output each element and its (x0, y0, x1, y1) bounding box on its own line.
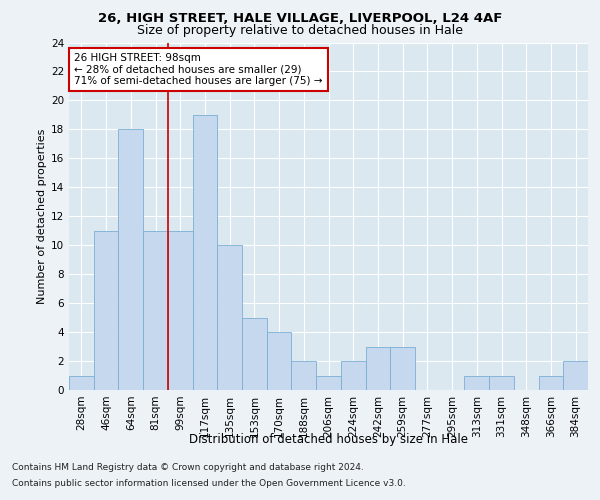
Bar (341, 361, 365, 390)
Bar (242, 318, 267, 390)
Bar (267, 332, 292, 390)
Bar (563, 361, 588, 390)
Bar (539, 376, 563, 390)
Text: 26, HIGH STREET, HALE VILLAGE, LIVERPOOL, L24 4AF: 26, HIGH STREET, HALE VILLAGE, LIVERPOOL… (98, 12, 502, 26)
Bar (292, 361, 316, 390)
Text: Distribution of detached houses by size in Hale: Distribution of detached houses by size … (190, 432, 469, 446)
Bar (143, 230, 168, 390)
Bar (217, 245, 242, 390)
Bar (365, 346, 390, 390)
Bar (69, 376, 94, 390)
Bar (118, 130, 143, 390)
Bar (168, 230, 193, 390)
Bar (390, 346, 415, 390)
Bar (94, 230, 118, 390)
Bar (316, 376, 341, 390)
Bar (464, 376, 489, 390)
Text: Contains public sector information licensed under the Open Government Licence v3: Contains public sector information licen… (12, 478, 406, 488)
Text: 26 HIGH STREET: 98sqm
← 28% of detached houses are smaller (29)
71% of semi-deta: 26 HIGH STREET: 98sqm ← 28% of detached … (74, 53, 323, 86)
Text: Contains HM Land Registry data © Crown copyright and database right 2024.: Contains HM Land Registry data © Crown c… (12, 464, 364, 472)
Text: Size of property relative to detached houses in Hale: Size of property relative to detached ho… (137, 24, 463, 37)
Bar (489, 376, 514, 390)
Bar (193, 115, 217, 390)
Y-axis label: Number of detached properties: Number of detached properties (37, 128, 47, 304)
